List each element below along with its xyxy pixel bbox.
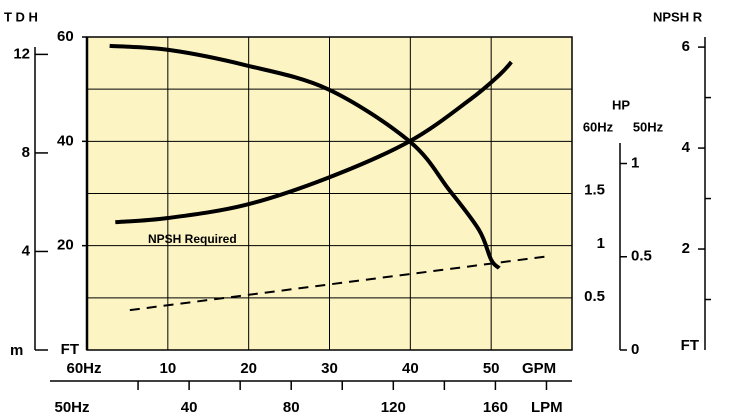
- x2-tick-label: 80: [283, 399, 300, 416]
- hp60-tick-label: 1: [597, 235, 605, 252]
- npsh-tick-label: 2: [682, 240, 690, 257]
- x-axis-label: GPM: [522, 360, 556, 377]
- m-tick-label: 12: [13, 45, 30, 62]
- hp50-label: 50Hz: [633, 119, 664, 134]
- x2-axis-label: LPM: [531, 399, 563, 416]
- npsh-tick-label: 4: [682, 139, 691, 156]
- m-axis-label: m: [10, 342, 23, 359]
- npsh-axis-label: FT: [681, 337, 699, 354]
- hp-axis-title: HP: [612, 97, 630, 112]
- series-label: NPSH Required: [148, 232, 237, 246]
- y-tick-label: 60: [57, 28, 74, 45]
- npsh-tick-label: 6: [682, 38, 690, 55]
- hp60-label: 60Hz: [583, 119, 614, 134]
- m-tick-label: 8: [22, 144, 30, 161]
- m-tick-label: 4: [22, 242, 31, 259]
- npsh-axis-title: NPSH R: [653, 9, 703, 24]
- y-tick-label: 20: [57, 237, 74, 254]
- x-tick-label: 20: [240, 360, 257, 377]
- x2-tick-label: 40: [181, 399, 198, 416]
- chart-title: T D H: [4, 9, 38, 24]
- x-axis-left-label: 60Hz: [66, 360, 101, 377]
- hp60-tick-label: 0.5: [584, 288, 605, 305]
- y-tick-label: 40: [57, 132, 74, 149]
- hp50-tick-label: 0.5: [631, 248, 652, 265]
- series-line: [115, 60, 513, 225]
- series-line: [129, 255, 550, 312]
- hp60-tick-label: 1.5: [584, 182, 605, 199]
- x2-axis-left-label: 50Hz: [54, 399, 89, 416]
- x2-tick-label: 120: [381, 399, 406, 416]
- x-tick-label: 40: [402, 360, 419, 377]
- y-axis-label: FT: [61, 341, 79, 358]
- x-tick-label: 10: [159, 360, 176, 377]
- series-line: [109, 43, 501, 270]
- hp50-tick-label: 0: [631, 341, 639, 358]
- x-tick-label: 30: [321, 360, 338, 377]
- x-tick-label: 50: [483, 360, 500, 377]
- hp50-tick-label: 1: [631, 154, 639, 171]
- x2-tick-label: 160: [483, 399, 508, 416]
